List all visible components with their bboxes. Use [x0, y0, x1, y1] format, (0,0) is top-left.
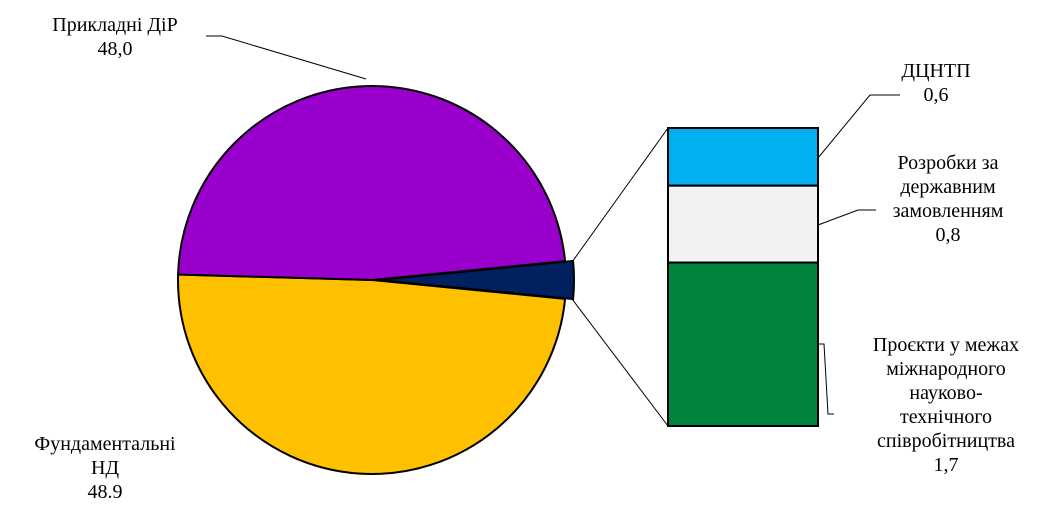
stacked-bar — [667, 127, 819, 428]
label-applied: Прикладні ДіР 48,0 — [52, 14, 177, 60]
connector-line-top — [566, 127, 669, 270]
data-labels: Прикладні ДіР 48,0 Фундаментальні НД 48.9 ДЦН… — [34, 14, 1019, 503]
pie-slice-fundamental — [177, 273, 567, 475]
leader-state-order — [817, 209, 876, 226]
bar-segment-2 — [667, 184, 819, 264]
label-state-order: Розробки за державним замовленням 0,8 — [893, 152, 1004, 246]
label-fundamental: Фундаментальні НД 48.9 — [34, 433, 176, 503]
leader-international — [818, 343, 834, 415]
leader-lines — [206, 35, 900, 415]
bar-segment-3 — [667, 261, 819, 428]
leader-applied — [206, 35, 367, 80]
pie — [177, 85, 575, 475]
leader-dctp — [817, 94, 900, 159]
connector-lines — [566, 127, 669, 427]
pie-slice-other — [377, 259, 575, 301]
label-international: Проєкти у межах міжнародного науково-техні… — [873, 334, 1019, 476]
connector-line-bottom — [568, 294, 669, 427]
bar-segment-1 — [667, 127, 819, 187]
label-dctp: ДЦНТП 0,6 — [901, 60, 970, 106]
pie-slice-applied — [177, 85, 567, 282]
